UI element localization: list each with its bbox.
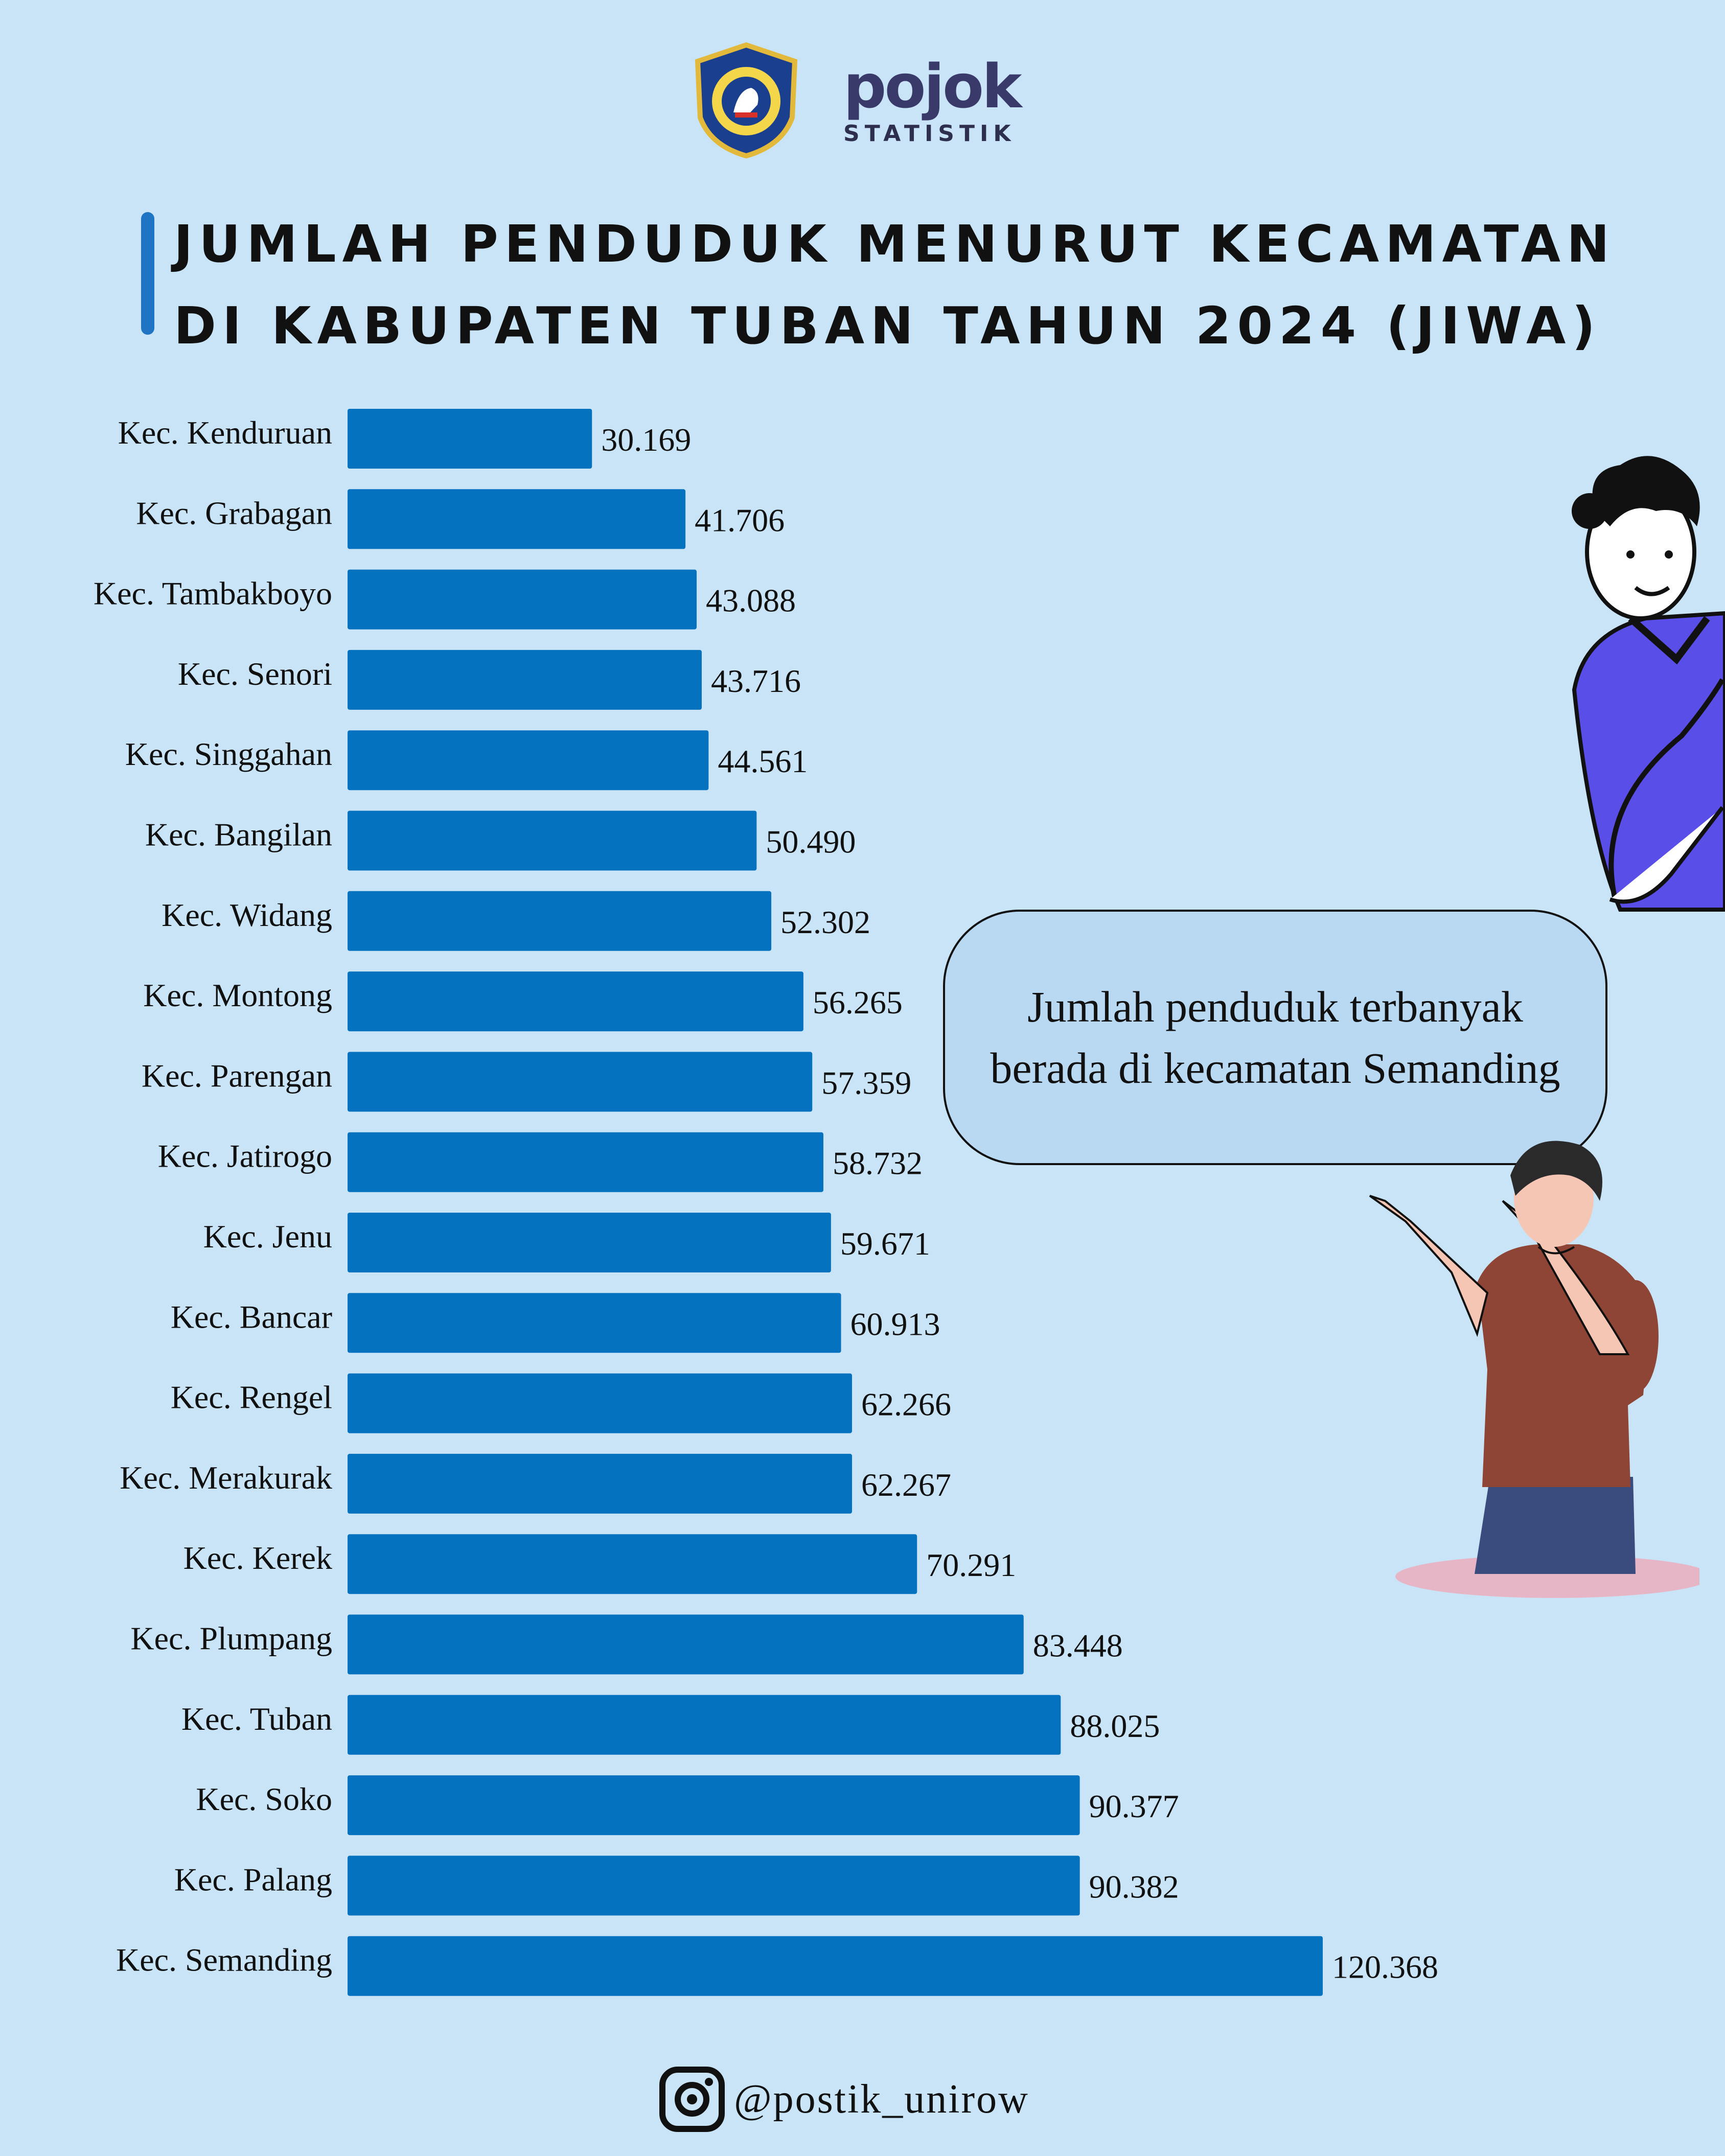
brand-subtitle: STATISTIK — [843, 121, 1016, 147]
thinking-man-illustration-icon — [1572, 456, 1725, 912]
title-line-2: DI KABUPATEN TUBAN TAHUN 2024 (JIWA) — [174, 296, 1602, 356]
bar-kec-montong — [348, 971, 803, 1032]
bar-kec-jenu — [348, 1213, 831, 1272]
value-label: 88.025 — [1070, 1708, 1160, 1744]
bar-kec-kerek — [348, 1534, 917, 1594]
value-label: 59.671 — [840, 1225, 930, 1262]
pointing-man-illustration-icon — [1369, 1141, 1699, 1598]
category-label: Kec. Parengan — [142, 1057, 332, 1094]
category-label: Kec. Kenduruan — [118, 414, 332, 451]
category-label: Kec. Bancar — [171, 1299, 332, 1335]
header-logos: pojok STATISTIK — [690, 41, 1048, 158]
bar-kec-palang — [348, 1856, 1080, 1916]
callout-bubble: Jumlah penduduk terbanyak berada di keca… — [943, 910, 1607, 1165]
value-label: 43.088 — [706, 583, 796, 619]
title-line-1: JUMLAH PENDUDUK MENURUT KECAMATAN — [174, 214, 1616, 274]
bar-kec-widang — [348, 891, 772, 951]
value-label: 41.706 — [695, 502, 785, 538]
category-label: Kec. Bangilan — [145, 817, 332, 853]
value-label: 90.377 — [1089, 1788, 1179, 1824]
bar-kec-rengel — [348, 1373, 853, 1433]
bar-kec-soko — [348, 1775, 1080, 1836]
bar-kec-grabagan — [348, 489, 686, 549]
callout-line-2: berada di kecamatan Semanding — [990, 1044, 1560, 1093]
value-label: 70.291 — [926, 1547, 1016, 1583]
bar-kec-merakurak — [348, 1453, 853, 1514]
value-label: 50.490 — [766, 824, 856, 860]
bar-kec-tuban — [348, 1695, 1061, 1755]
value-label: 43.716 — [711, 663, 801, 699]
bar-kec-jatirogo — [348, 1132, 823, 1192]
value-label: 44.561 — [718, 743, 808, 779]
chart-title: JUMLAH PENDUDUK MENURUT KECAMATAN DI KAB… — [174, 203, 1616, 367]
value-label: 120.368 — [1332, 1949, 1438, 1985]
bar-kec-semanding — [348, 1936, 1323, 1996]
category-label: Kec. Grabagan — [136, 495, 332, 531]
bar-kec-singgahan — [348, 730, 709, 791]
value-label: 57.359 — [821, 1064, 911, 1101]
instagram-icon[interactable] — [659, 2067, 725, 2132]
bar-kec-senori — [348, 650, 702, 710]
category-label: Kec. Semanding — [116, 1942, 332, 1978]
category-label: Kec. Montong — [143, 977, 332, 1013]
title-accent-bar — [141, 212, 154, 335]
category-label: Kec. Plumpang — [130, 1620, 332, 1657]
brand: pojok STATISTIK — [843, 51, 1022, 147]
value-label: 52.302 — [780, 904, 870, 940]
category-label: Kec. Jenu — [203, 1218, 332, 1255]
category-label: Kec. Merakurak — [120, 1459, 332, 1496]
category-label: Kec. Kerek — [183, 1540, 332, 1576]
category-label: Kec. Palang — [174, 1861, 332, 1897]
category-label: Kec. Senori — [178, 656, 332, 692]
category-label: Kec. Soko — [196, 1781, 332, 1817]
instagram-handle[interactable]: @postik_unirow — [734, 2076, 1029, 2122]
category-label: Kec. Widang — [162, 897, 332, 933]
value-label: 83.448 — [1033, 1628, 1123, 1664]
category-label: Kec. Jatirogo — [158, 1138, 332, 1174]
category-label: Kec. Tambakboyo — [94, 575, 332, 612]
brand-wordmark: pojok — [843, 51, 1022, 122]
university-logo-icon — [695, 42, 798, 158]
category-label: Kec. Tuban — [181, 1701, 332, 1737]
value-label: 90.382 — [1089, 1868, 1179, 1905]
bar-kec-tambakboyo — [348, 569, 697, 630]
category-label: Kec. Rengel — [171, 1379, 332, 1416]
bar-kec-kenduruan — [348, 409, 592, 469]
value-label: 62.267 — [861, 1467, 951, 1503]
bar-kec-bangilan — [348, 810, 757, 871]
value-label: 58.732 — [833, 1145, 923, 1181]
value-label: 60.913 — [850, 1306, 940, 1342]
footer: @postik_unirow — [659, 2064, 1029, 2135]
bar-kec-parengan — [348, 1052, 813, 1112]
value-label: 56.265 — [813, 984, 903, 1021]
bar-kec-plumpang — [348, 1614, 1024, 1675]
category-label: Kec. Singgahan — [125, 736, 332, 772]
callout-line-1: Jumlah penduduk terbanyak — [1027, 982, 1523, 1031]
bar-kec-bancar — [348, 1293, 841, 1353]
value-label: 62.266 — [861, 1386, 951, 1423]
value-label: 30.169 — [601, 422, 691, 458]
